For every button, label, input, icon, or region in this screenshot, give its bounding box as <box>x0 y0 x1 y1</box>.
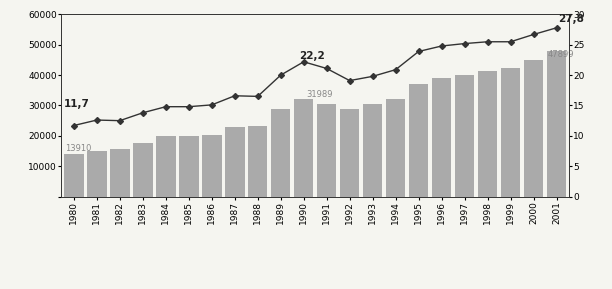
Text: 27,8: 27,8 <box>558 14 584 24</box>
Text: 31989: 31989 <box>306 90 332 99</box>
Bar <box>271 108 291 197</box>
Bar <box>133 143 152 197</box>
Bar <box>294 99 313 197</box>
Bar <box>87 151 106 197</box>
Bar <box>478 71 498 197</box>
Bar <box>501 68 520 197</box>
Bar <box>340 110 359 197</box>
Bar <box>386 99 405 197</box>
Bar <box>455 75 474 197</box>
Bar <box>64 154 84 197</box>
Bar <box>225 127 245 197</box>
Bar <box>202 135 222 197</box>
Bar <box>524 60 543 197</box>
Bar <box>179 136 198 197</box>
Bar <box>363 104 382 197</box>
Text: 22,2: 22,2 <box>299 51 325 62</box>
Text: 11,7: 11,7 <box>64 99 89 108</box>
Text: 47899: 47899 <box>547 50 574 59</box>
Bar <box>156 136 176 197</box>
Bar <box>317 104 337 197</box>
Bar <box>110 149 130 197</box>
Bar <box>409 84 428 197</box>
Text: 13910: 13910 <box>65 144 91 153</box>
Bar <box>432 79 452 197</box>
Bar <box>547 51 566 197</box>
Bar <box>248 126 267 197</box>
